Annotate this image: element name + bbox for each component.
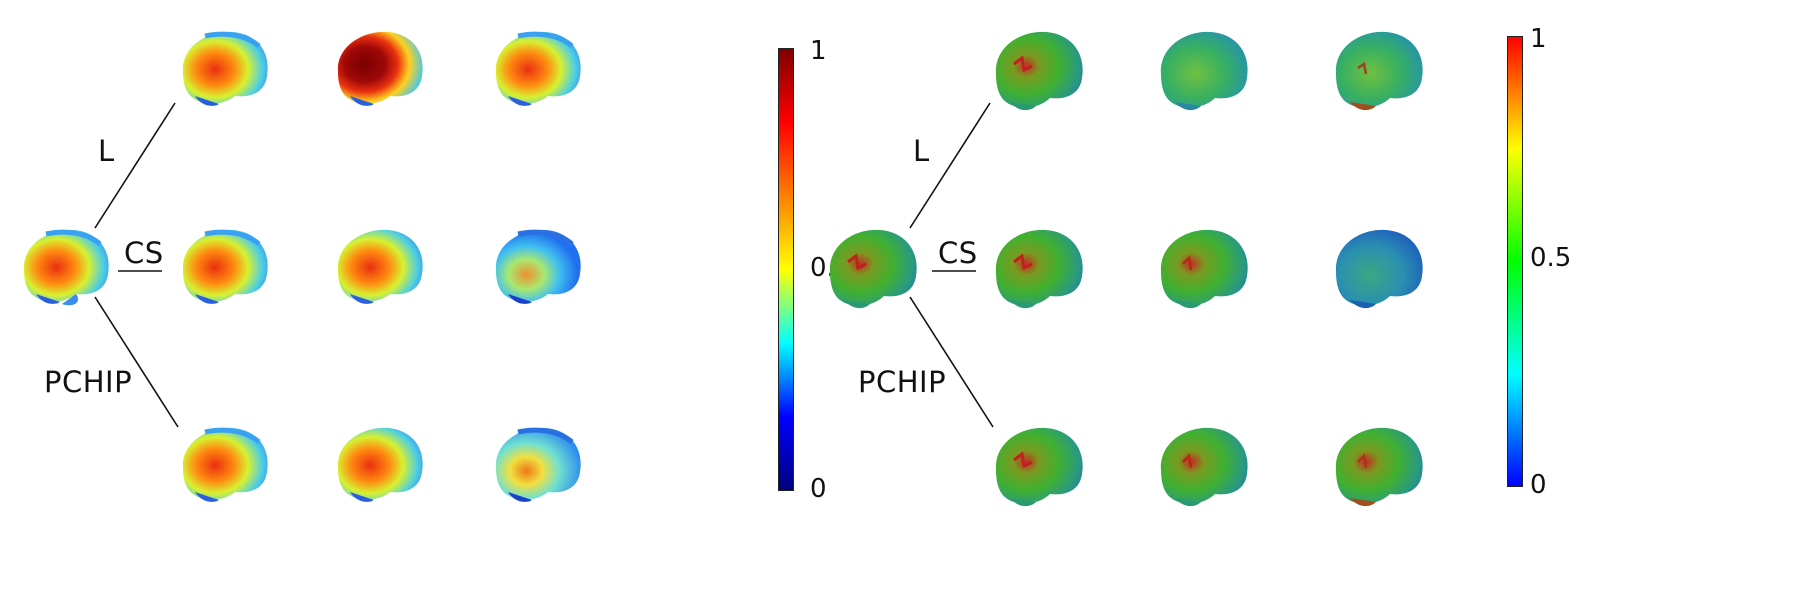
label-cs: CS [938,236,978,270]
label-pchip: PCHIP [44,365,133,399]
colorbar-left [778,48,794,491]
brain-l-2 [1160,31,1248,111]
left-panel: L CS PCHIP [0,0,870,603]
brain-l-2 [337,31,423,106]
brain-l-1 [995,31,1083,111]
colorbar-right [1507,36,1523,487]
right-panel: L CS PCHIP [829,0,1805,603]
brain-pchip-3 [495,427,581,502]
brain-cs-1 [995,229,1083,309]
brain-cs-2 [337,229,423,304]
brain-l-3 [1335,31,1423,111]
colorbar-right-tick-min: 0 [1530,470,1547,500]
label-l: L [98,134,115,168]
brain-cs-3 [495,229,581,304]
brain-l-1 [182,31,268,106]
label-cs: CS [124,236,164,270]
brain-pchip-2 [1160,427,1248,507]
brain-cs-2 [1160,229,1248,309]
brain-pchip-1 [995,427,1083,507]
brain-cs-1 [182,229,268,304]
brain-l-3 [495,31,581,106]
brain-pchip-2 [337,427,423,502]
brain-source [829,229,917,309]
colorbar-right-tick-mid: 0.5 [1530,243,1572,273]
left-branch-lines [94,102,179,428]
label-pchip: PCHIP [858,365,947,399]
brain-pchip-1 [182,427,268,502]
brain-source [23,229,109,306]
brain-pchip-3 [1335,427,1423,507]
colorbar-left-tick-min: 0 [810,474,827,504]
brain-cs-3 [1335,229,1423,309]
colorbar-left-tick-max: 1 [810,36,827,66]
label-l: L [913,134,930,168]
right-branch-lines [909,102,994,428]
colorbar-right-tick-max: 1 [1530,24,1547,54]
